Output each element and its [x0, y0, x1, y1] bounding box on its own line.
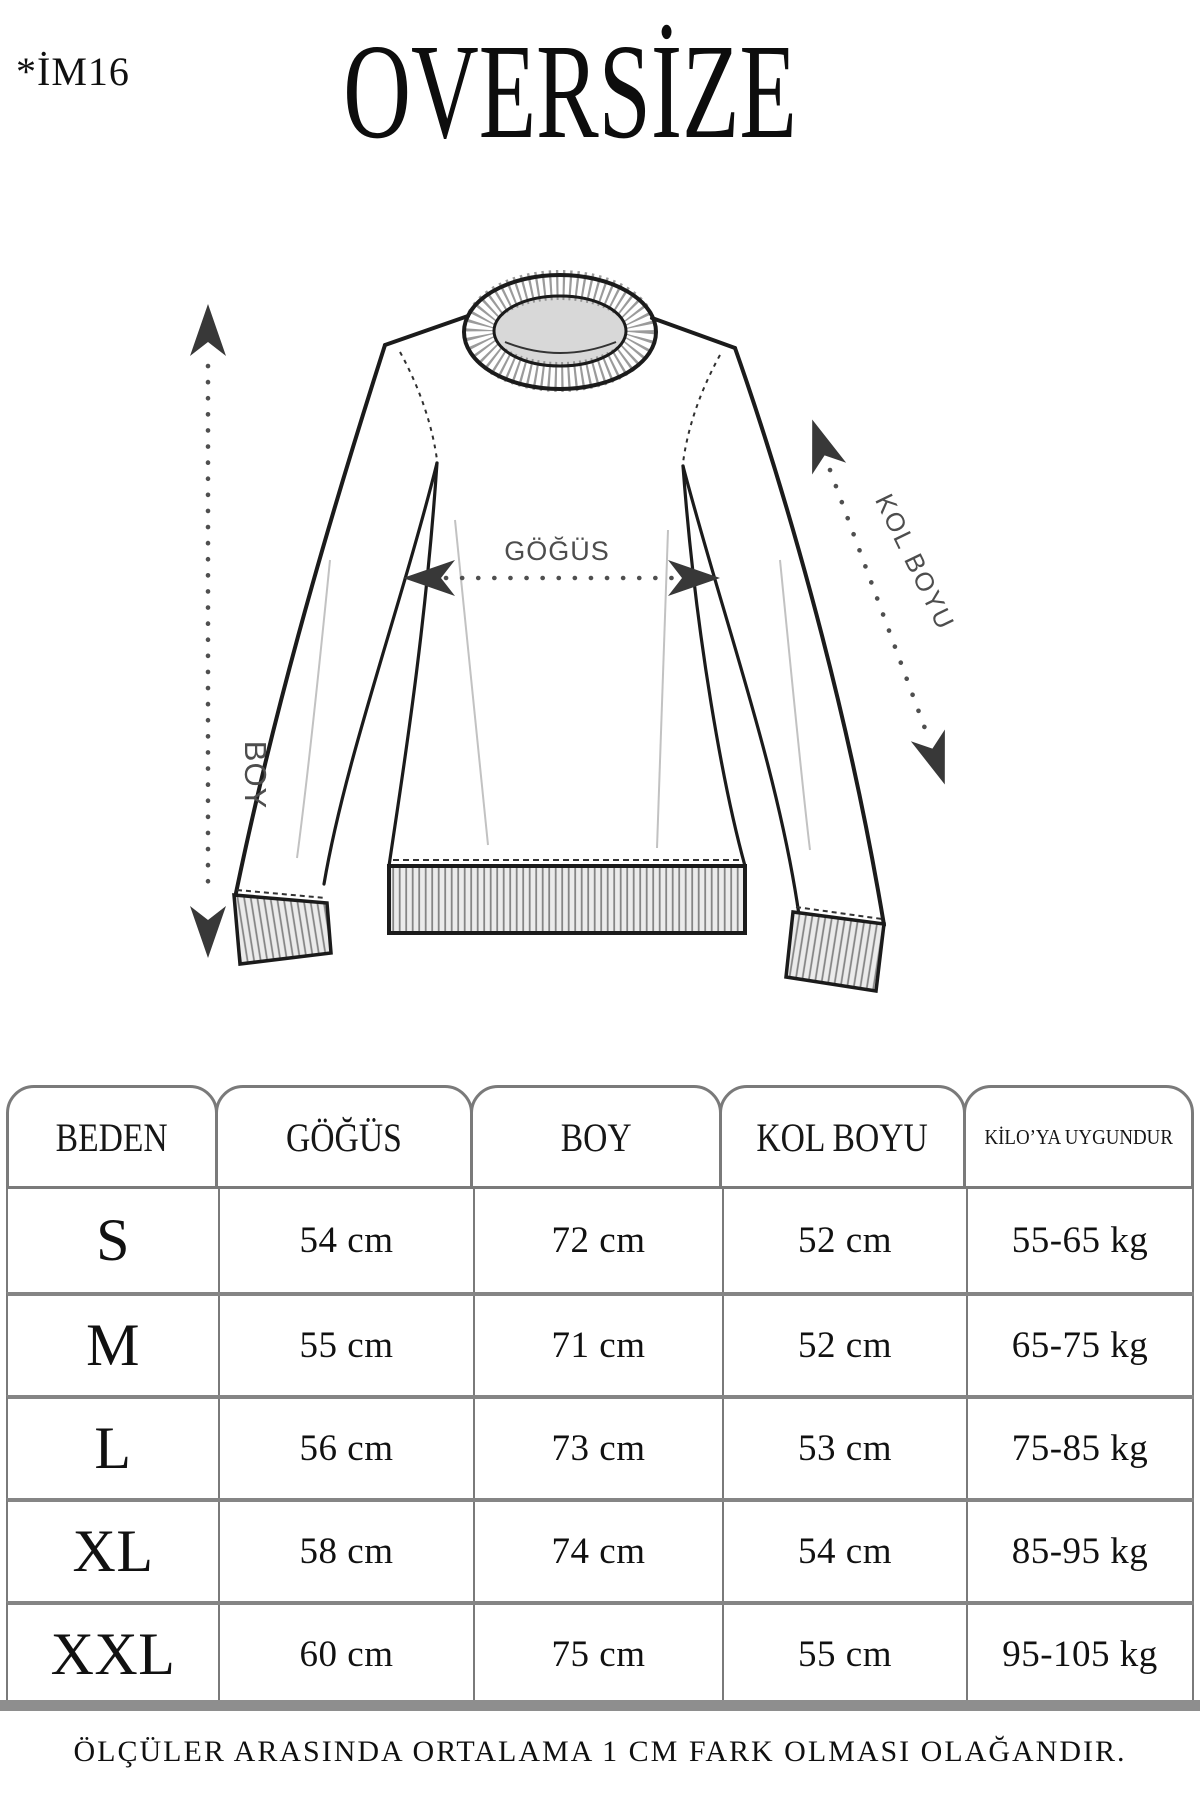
weight-cell: 65-75 kg: [968, 1296, 1194, 1395]
sweatshirt-diagram: BOY GÖĞÜS KOL BOYU: [190, 270, 962, 994]
arrow-up-icon: [190, 304, 226, 356]
chest-cell: 58 cm: [220, 1502, 475, 1601]
product-code: *İM16: [16, 49, 130, 94]
size-cell: L: [8, 1399, 220, 1498]
weight-cell: 85-95 kg: [968, 1502, 1194, 1601]
length-cell: 75 cm: [475, 1605, 724, 1704]
sleeve-cell: 55 cm: [724, 1605, 968, 1704]
chest-cell: 56 cm: [220, 1399, 475, 1498]
size-cell: S: [8, 1189, 220, 1292]
table-bottom-bar: [0, 1700, 1200, 1711]
column-header-label: KİLO’YA UYGUNDUR: [984, 1124, 1173, 1149]
fold-lines: [296, 519, 811, 859]
ribbed-collar: [462, 270, 658, 392]
size-row-xl: XL 58 cm 74 cm 54 cm 85-95 kg: [6, 1498, 1194, 1601]
arrow-up-left-icon: [795, 413, 847, 475]
garment-outline: [234, 314, 886, 927]
column-header-gogus: GÖĞÜS: [215, 1085, 473, 1189]
size-cell: XXL: [8, 1605, 220, 1704]
sleeve-cell: 52 cm: [724, 1296, 968, 1395]
table-body: S 54 cm 72 cm 52 cm 55-65 kg M 55 cm 71 …: [6, 1189, 1194, 1704]
column-header-label: BOY: [560, 1114, 632, 1160]
chest-cell: 60 cm: [220, 1605, 475, 1704]
chest-cell: 55 cm: [220, 1296, 475, 1395]
size-cell: M: [8, 1296, 220, 1395]
column-header-boy: BOY: [470, 1085, 722, 1189]
weight-cell: 75-85 kg: [968, 1399, 1194, 1498]
left-cuff: [232, 889, 333, 966]
armhole-seams: [399, 351, 721, 464]
chest-cell: 54 cm: [220, 1189, 475, 1292]
right-cuff: [784, 906, 886, 994]
chest-measure: GÖĞÜS: [403, 535, 720, 596]
weight-cell: 95-105 kg: [968, 1605, 1194, 1704]
weight-cell: 55-65 kg: [968, 1189, 1194, 1292]
size-row-l: L 56 cm 73 cm 53 cm 75-85 kg: [6, 1395, 1194, 1498]
size-row-m: M 55 cm 71 cm 52 cm 65-75 kg: [6, 1292, 1194, 1395]
sleeve-cell: 52 cm: [724, 1189, 968, 1292]
column-header-label: KOL BOYU: [756, 1114, 929, 1160]
length-label: BOY: [238, 741, 273, 809]
sleeve-measure: KOL BOYU: [795, 413, 962, 791]
size-cell: XL: [8, 1502, 220, 1601]
column-header-label: BEDEN: [55, 1114, 168, 1160]
table-header-row: BEDEN GÖĞÜS BOY KOL BOYU KİLO’YA UYGUNDU…: [6, 1085, 1194, 1189]
length-cell: 71 cm: [475, 1296, 724, 1395]
size-row-s: S 54 cm 72 cm 52 cm 55-65 kg: [6, 1189, 1194, 1292]
sleeve-cell: 54 cm: [724, 1502, 968, 1601]
length-cell: 74 cm: [475, 1502, 724, 1601]
page-title: OVERSİZE: [343, 17, 797, 167]
column-header-beden: BEDEN: [6, 1085, 218, 1189]
length-measure: BOY: [190, 304, 273, 958]
length-cell: 73 cm: [475, 1399, 724, 1498]
arrow-down-icon: [190, 906, 226, 958]
column-header-kilo: KİLO’YA UYGUNDUR: [963, 1085, 1194, 1189]
sleeve-cell: 53 cm: [724, 1399, 968, 1498]
size-row-xxl: XXL 60 cm 75 cm 55 cm 95-105 kg: [6, 1601, 1194, 1704]
column-header-label: GÖĞÜS: [286, 1114, 402, 1160]
length-cell: 72 cm: [475, 1189, 724, 1292]
hem-band: [387, 859, 747, 935]
footer-note: ÖLÇÜLER ARASINDA ORTALAMA 1 CM FARK OLMA…: [73, 1735, 1127, 1768]
arrow-down-right-icon: [910, 729, 962, 791]
chest-label: GÖĞÜS: [504, 535, 610, 566]
size-table: BEDEN GÖĞÜS BOY KOL BOYU KİLO’YA UYGUNDU…: [6, 1085, 1194, 1704]
sweatshirt-sketch: [232, 270, 886, 994]
column-header-kol-boyu: KOL BOYU: [719, 1085, 966, 1189]
